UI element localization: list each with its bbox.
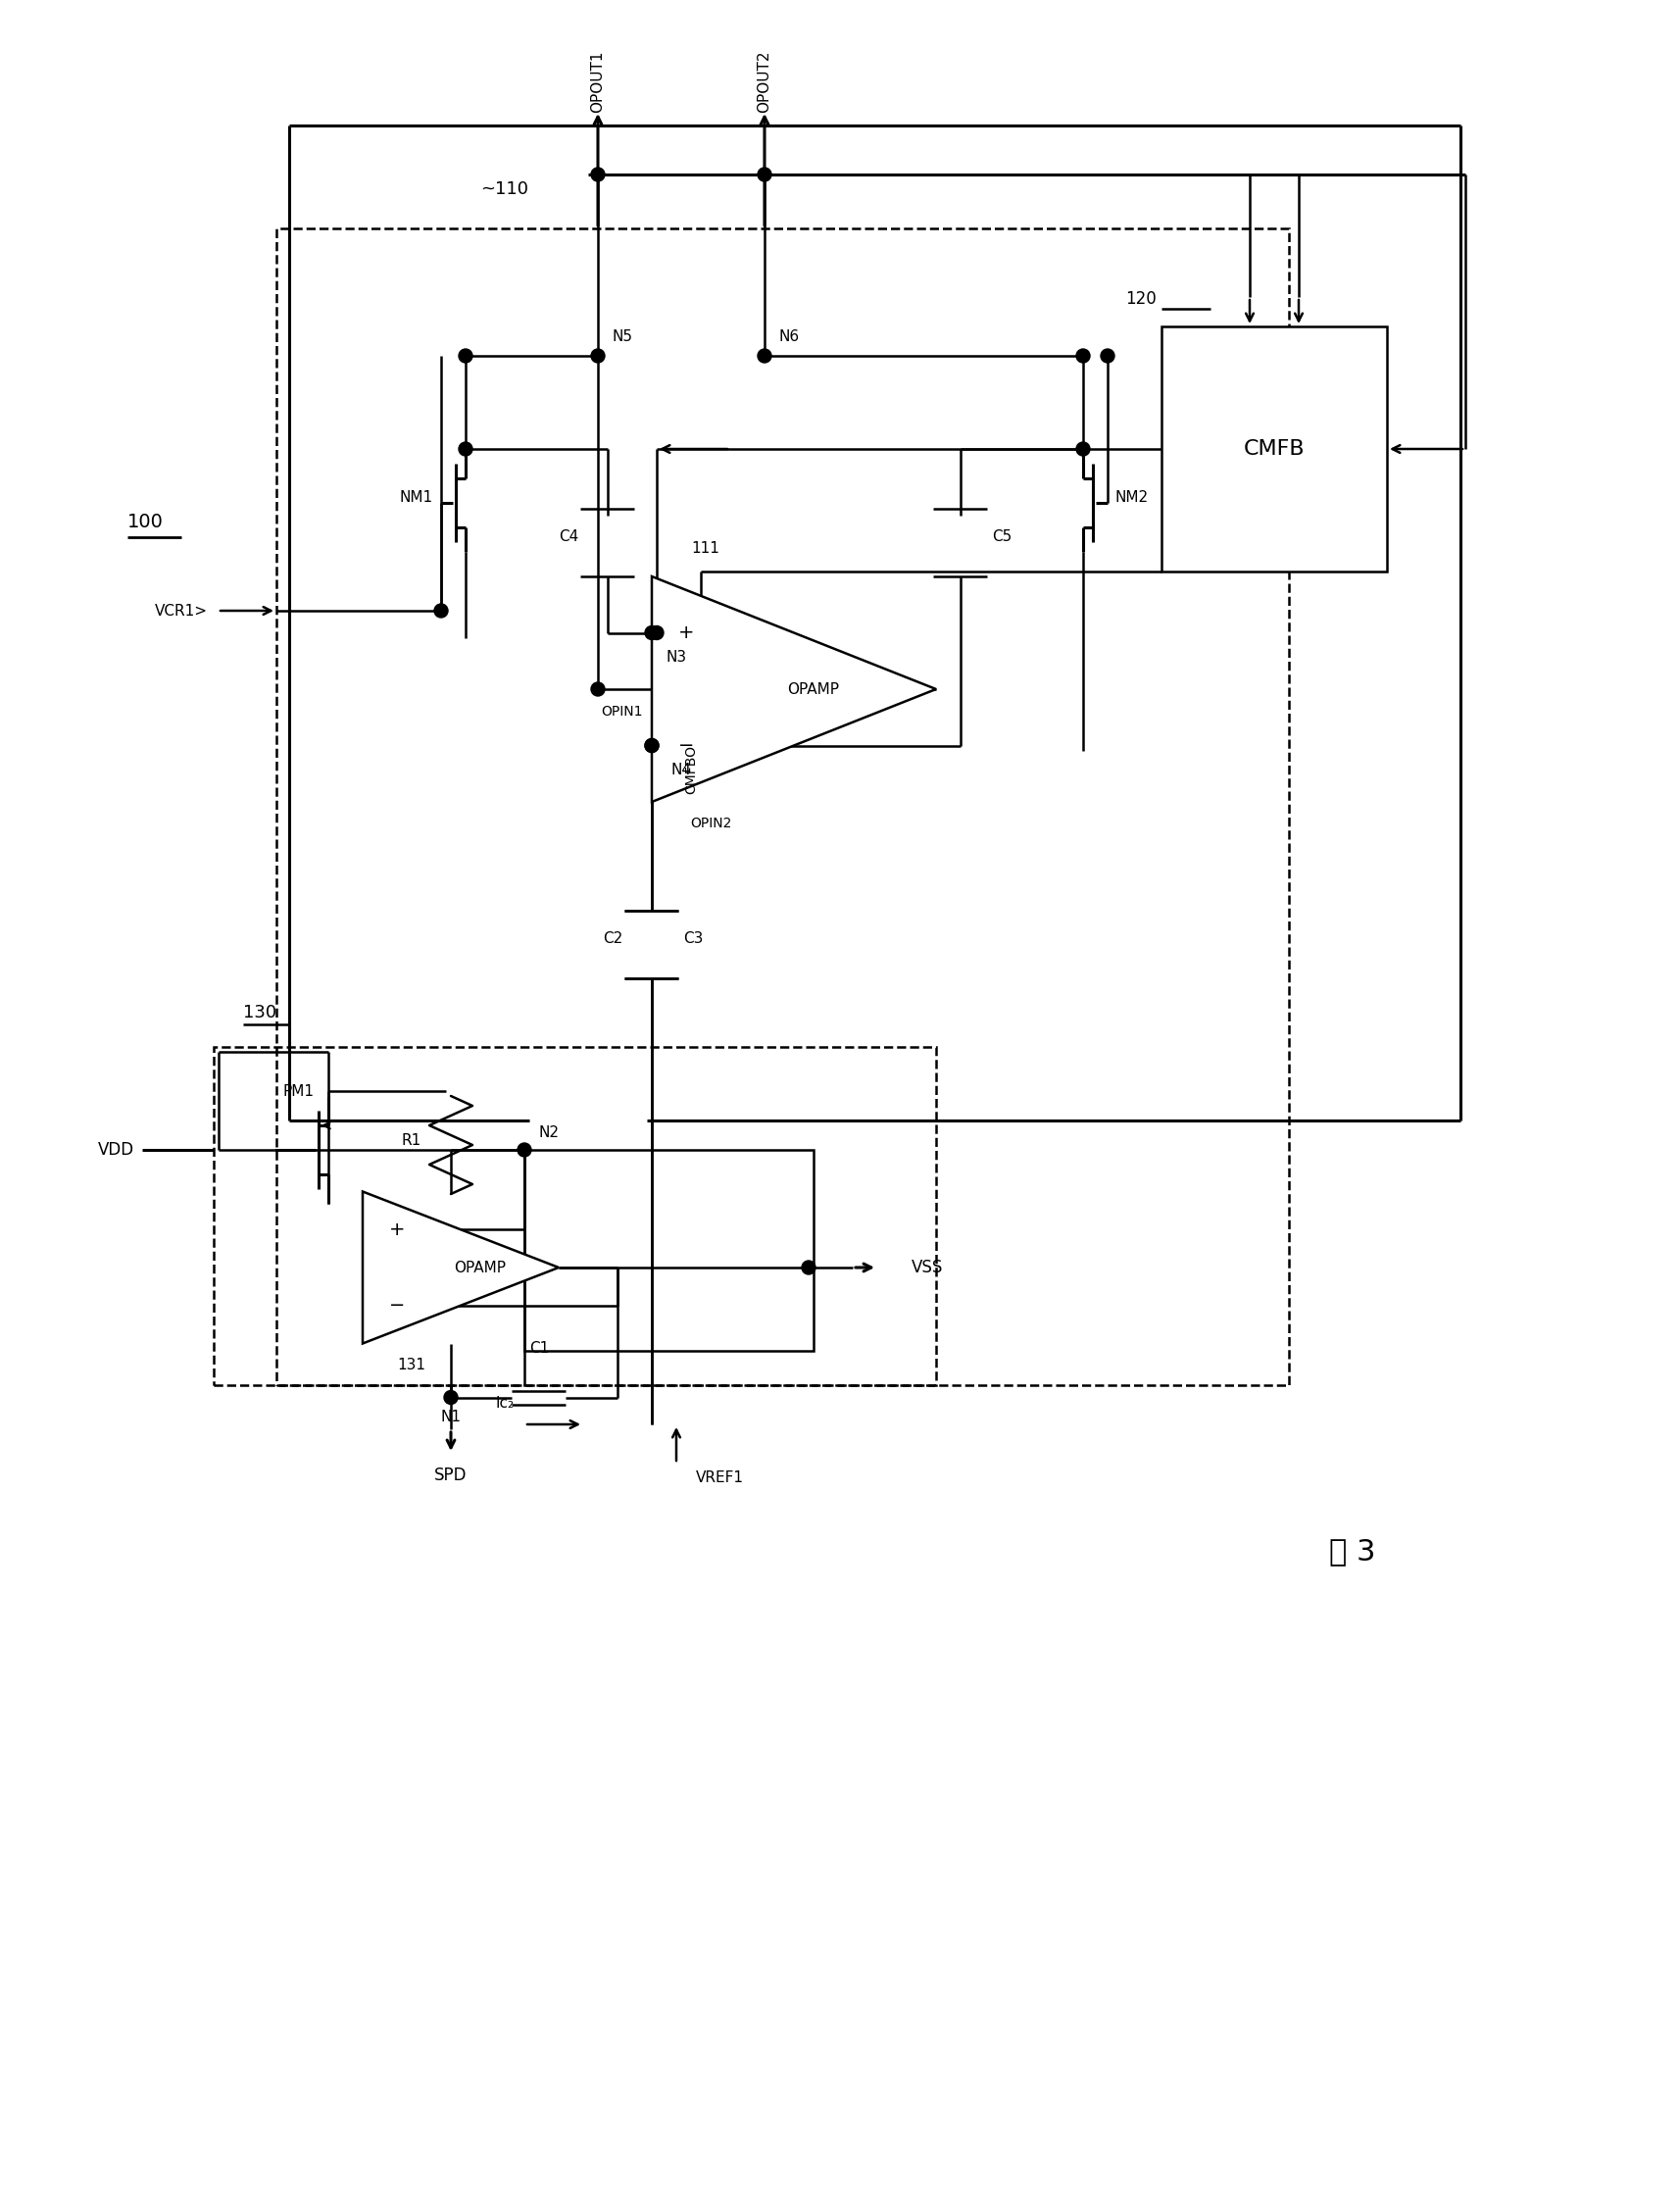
Text: −: − xyxy=(388,1296,405,1316)
Circle shape xyxy=(1075,348,1089,363)
Circle shape xyxy=(591,348,605,363)
Text: N3: N3 xyxy=(667,650,687,665)
Text: +: + xyxy=(388,1219,405,1239)
Text: CMFB: CMFB xyxy=(1243,440,1304,460)
Text: C5: C5 xyxy=(991,530,1011,545)
Text: 120: 120 xyxy=(1126,291,1156,309)
Text: −: − xyxy=(677,736,694,755)
Text: VREF1: VREF1 xyxy=(696,1471,744,1486)
Text: C1: C1 xyxy=(529,1342,549,1355)
Circle shape xyxy=(433,604,447,617)
Text: NM1: NM1 xyxy=(400,490,433,506)
Circle shape xyxy=(645,738,659,753)
Text: 図 3: 図 3 xyxy=(1329,1537,1376,1565)
Circle shape xyxy=(801,1261,815,1274)
Text: OPOUT2: OPOUT2 xyxy=(756,50,771,112)
Text: 130: 130 xyxy=(244,1005,277,1022)
Text: NM2: NM2 xyxy=(1116,490,1147,506)
Circle shape xyxy=(591,683,605,696)
Text: VSS: VSS xyxy=(911,1259,942,1276)
Text: 111: 111 xyxy=(690,541,719,556)
Text: N2: N2 xyxy=(539,1125,559,1140)
Text: OPAMP: OPAMP xyxy=(788,681,838,696)
Circle shape xyxy=(591,169,605,182)
Text: C3: C3 xyxy=(682,933,702,946)
Text: CMFBO: CMFBO xyxy=(684,746,697,795)
Text: C4: C4 xyxy=(558,530,578,545)
Text: +: + xyxy=(677,624,694,641)
Circle shape xyxy=(1100,348,1114,363)
Circle shape xyxy=(517,1143,531,1156)
Polygon shape xyxy=(363,1191,558,1344)
Text: PM1: PM1 xyxy=(284,1084,314,1099)
Circle shape xyxy=(444,1390,457,1405)
Circle shape xyxy=(650,626,664,639)
Text: N4: N4 xyxy=(670,762,692,777)
Text: 131: 131 xyxy=(396,1357,425,1373)
Circle shape xyxy=(459,348,472,363)
Circle shape xyxy=(645,738,659,753)
Text: R1: R1 xyxy=(402,1132,422,1147)
Text: Iᴄ₂: Iᴄ₂ xyxy=(496,1394,514,1410)
Bar xyxy=(1161,326,1386,571)
Text: OPOUT1: OPOUT1 xyxy=(590,50,605,112)
Circle shape xyxy=(758,169,771,182)
Circle shape xyxy=(758,348,771,363)
Text: SPD: SPD xyxy=(433,1467,467,1484)
Text: N5: N5 xyxy=(612,328,633,344)
Text: VDD: VDD xyxy=(97,1140,134,1158)
Text: OPAMP: OPAMP xyxy=(454,1261,506,1274)
Circle shape xyxy=(459,442,472,455)
Text: OPIN1: OPIN1 xyxy=(601,705,643,718)
Circle shape xyxy=(1075,442,1089,455)
Polygon shape xyxy=(652,576,936,801)
Circle shape xyxy=(645,626,659,639)
Text: N6: N6 xyxy=(780,328,800,344)
Text: VCR1>: VCR1> xyxy=(155,604,208,617)
Bar xyxy=(524,1149,813,1351)
Text: 100: 100 xyxy=(128,512,163,532)
Text: ~110: ~110 xyxy=(480,179,528,197)
Text: C2: C2 xyxy=(603,933,622,946)
Text: OPIN2: OPIN2 xyxy=(689,816,731,832)
Text: N1: N1 xyxy=(440,1410,460,1425)
